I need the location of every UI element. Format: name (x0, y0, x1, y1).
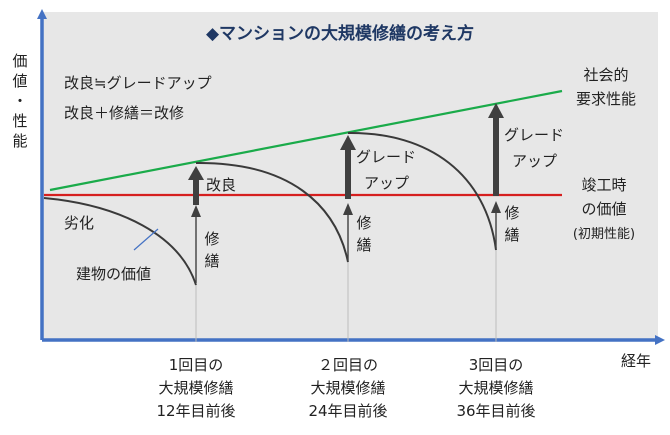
svg-text:性: 性 (12, 112, 27, 130)
repair-label-3: 修 繕 (504, 204, 519, 244)
svg-text:繕: 繕 (504, 226, 519, 244)
improvement-label: 改良 (206, 176, 236, 194)
repair-arrow-1 (191, 205, 201, 283)
grade-up-label-2: グレード アップ (504, 126, 564, 170)
repair-label-1: 修 繕 (204, 230, 219, 270)
decay-curve-1 (43, 197, 197, 286)
svg-text:修: 修 (504, 204, 519, 222)
svg-text:繕: 繕 (204, 252, 219, 270)
social-requirement-label: 社会的 要求性能 (576, 66, 636, 108)
svg-text:グレード: グレード (504, 126, 564, 144)
x-axis-label: 経年 (621, 352, 651, 370)
definition-line-2: 改良＋修繕＝改修 (64, 104, 184, 122)
svg-text:能: 能 (12, 132, 27, 150)
building-value-label: 建物の価値 (76, 265, 151, 283)
svg-text:24年目前後: 24年目前後 (308, 402, 387, 420)
deterioration-label: 劣化 (64, 214, 94, 232)
svg-text:修: 修 (204, 230, 219, 248)
svg-text:の価値: の価値 (581, 200, 626, 218)
grade-up-arrow-2 (488, 103, 504, 196)
completion-value-label: 竣工時 の価値 (初期性能) (573, 176, 635, 242)
svg-text:36年目前後: 36年目前後 (456, 402, 535, 420)
diagram-title: ◆マンションの大規模修繕の考え方 (206, 23, 474, 44)
milestone-1: 1回目の 大規模修繕 12年目前後 (156, 356, 235, 420)
svg-text:アップ: アップ (364, 174, 409, 192)
milestone-2: ２回目の 大規模修繕 24年目前後 (308, 356, 387, 420)
svg-text:大規模修繕: 大規模修繕 (310, 379, 385, 397)
svg-text:社会的: 社会的 (583, 66, 628, 84)
decay-curve-3 (347, 131, 497, 251)
svg-text:3回目の: 3回目の (469, 356, 524, 374)
repair-arrow-2 (343, 203, 353, 260)
svg-text:12年目前後: 12年目前後 (156, 402, 235, 420)
svg-text:アップ: アップ (512, 152, 557, 170)
svg-text:繕: 繕 (356, 236, 371, 254)
svg-text:グレード: グレード (356, 148, 416, 166)
grade-up-label-1: グレード アップ (356, 148, 416, 192)
svg-text:要求性能: 要求性能 (576, 90, 636, 108)
definition-line-1: 改良≒グレードアップ (64, 74, 212, 92)
repair-arrow-3 (491, 201, 501, 248)
building-value-pointer (133, 228, 159, 251)
grade-up-arrow-1 (340, 135, 356, 199)
decay-curve-2 (195, 161, 349, 263)
repair-label-2: 修 繕 (356, 214, 371, 254)
social-requirement-line (49, 89, 563, 192)
svg-text:修: 修 (356, 214, 371, 232)
svg-text:1回目の: 1回目の (169, 356, 224, 374)
milestone-3: 3回目の 大規模修繕 36年目前後 (456, 356, 535, 420)
svg-text:竣工時: 竣工時 (581, 176, 626, 194)
svg-text:・: ・ (12, 92, 27, 110)
svg-text:価: 価 (12, 52, 27, 70)
svg-text:(初期性能): (初期性能) (573, 227, 635, 242)
svg-text:大規模修繕: 大規模修繕 (158, 379, 233, 397)
improvement-arrow (188, 166, 204, 205)
svg-text:２回目の: ２回目の (318, 356, 378, 374)
y-axis-label: 価 値 ・ 性 能 (12, 52, 27, 150)
svg-text:大規模修繕: 大規模修繕 (458, 379, 533, 397)
svg-text:値: 値 (12, 72, 27, 90)
